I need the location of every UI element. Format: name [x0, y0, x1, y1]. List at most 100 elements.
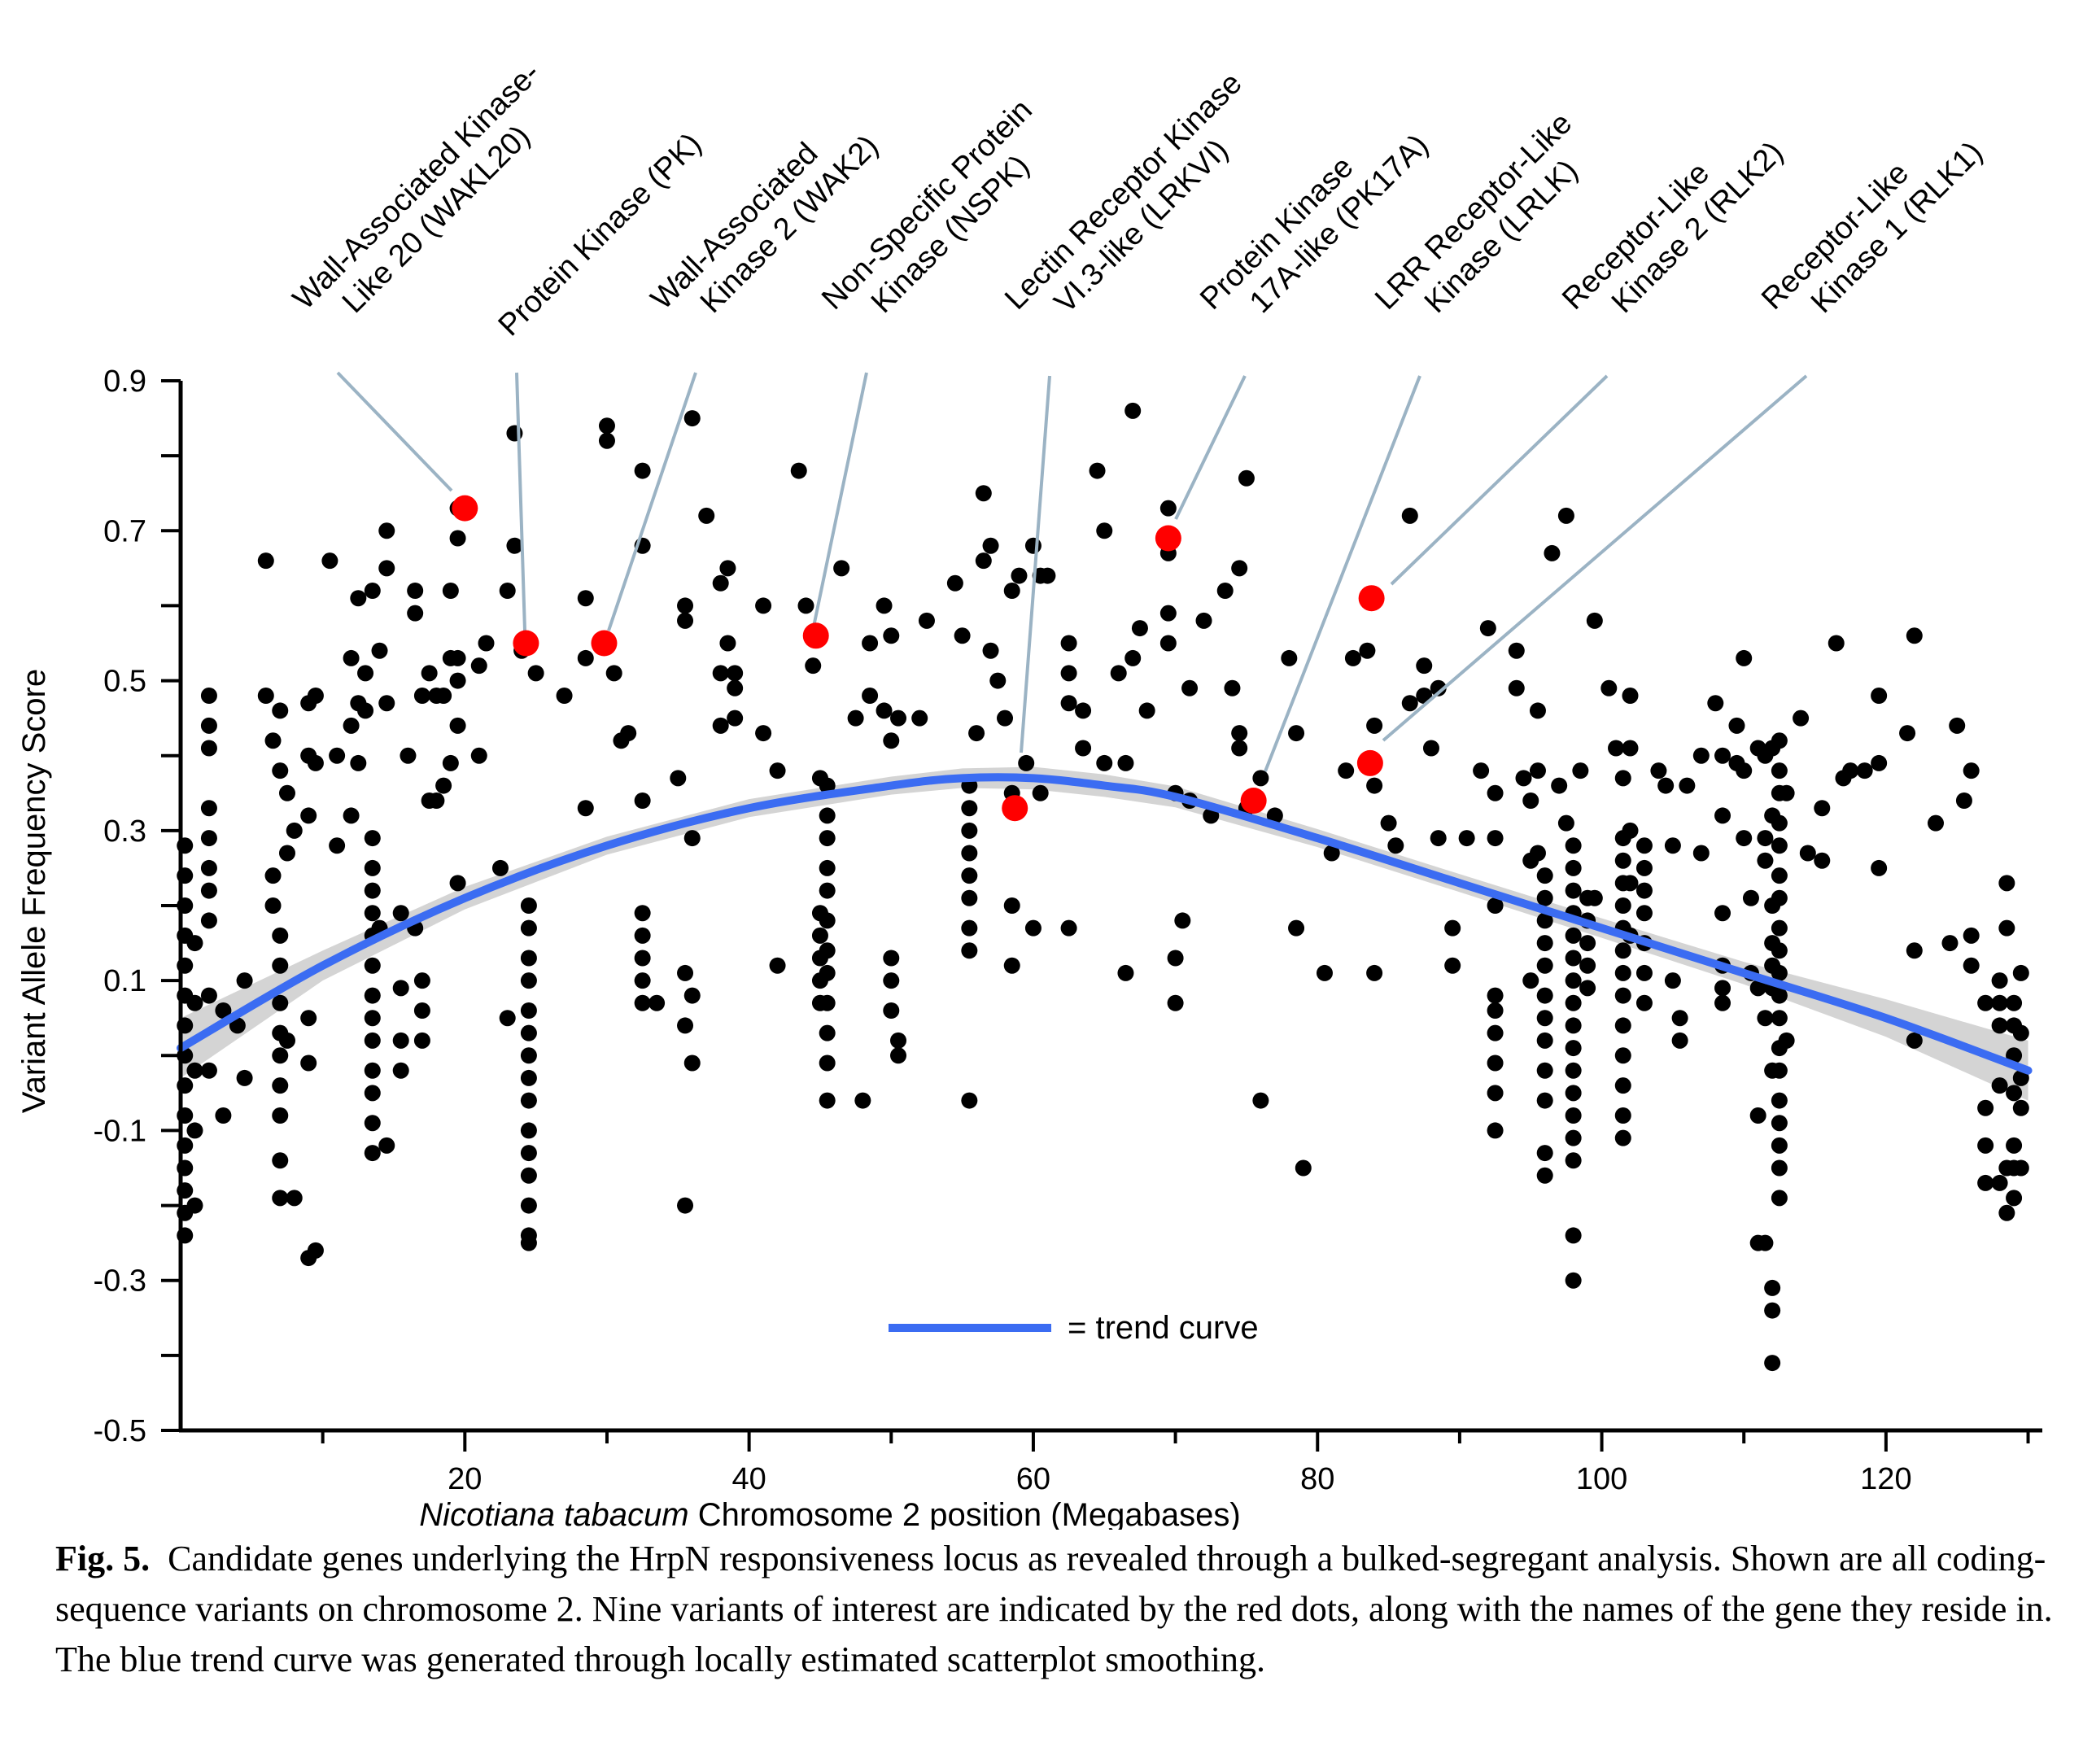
data-point	[1344, 649, 1361, 666]
data-point	[2012, 1159, 2029, 1177]
data-point	[1671, 1032, 1688, 1049]
data-point	[1714, 807, 1731, 824]
highlight-point	[452, 495, 478, 522]
data-point	[1635, 905, 1653, 922]
data-point	[1557, 814, 1574, 832]
data-point	[961, 822, 978, 839]
data-point	[1991, 1017, 2008, 1034]
data-point	[1551, 777, 1568, 794]
data-point	[1871, 688, 1888, 704]
data-point	[1323, 845, 1340, 862]
data-point	[1692, 747, 1710, 764]
data-point	[491, 859, 509, 876]
data-point	[421, 665, 438, 682]
data-point	[677, 964, 694, 981]
data-point	[520, 897, 537, 914]
x-tick-label: 20	[448, 1462, 482, 1496]
data-point	[1508, 642, 1525, 659]
data-point	[1416, 657, 1433, 675]
data-point	[435, 688, 452, 704]
data-point	[1565, 859, 1582, 876]
data-point	[2012, 964, 2029, 981]
data-point	[1586, 889, 1603, 906]
legend: = trend curve	[889, 1310, 1259, 1346]
data-point	[272, 1152, 289, 1169]
data-point	[1018, 754, 1035, 771]
data-point	[1295, 1159, 1312, 1177]
data-point	[1174, 912, 1191, 929]
data-point	[911, 710, 928, 727]
data-point	[890, 1032, 907, 1049]
data-point	[1557, 507, 1574, 524]
data-point	[1536, 1145, 1553, 1162]
data-point	[1444, 957, 1461, 974]
data-point	[1749, 980, 1766, 997]
data-point	[329, 747, 346, 764]
data-point	[364, 1062, 381, 1079]
data-point	[683, 410, 701, 427]
data-point	[1998, 875, 2015, 892]
data-point	[1252, 770, 1269, 787]
data-point	[1771, 1137, 1788, 1154]
data-point	[1565, 1062, 1582, 1079]
data-point	[1216, 583, 1234, 599]
data-point	[712, 574, 729, 592]
data-point	[1714, 994, 1731, 1011]
data-point	[1679, 777, 1696, 794]
data-point	[186, 1197, 203, 1214]
data-point	[506, 537, 523, 554]
caption-text: Candidate genes underlying the HrpN resp…	[55, 1539, 2061, 1679]
data-point	[1159, 605, 1177, 622]
data-point	[413, 1032, 430, 1049]
data-point	[1522, 792, 1539, 809]
data-point	[961, 845, 978, 862]
data-point	[1529, 702, 1546, 719]
data-point	[918, 612, 935, 629]
data-point	[286, 822, 303, 839]
data-point	[364, 957, 381, 974]
x-tick-label: 100	[1576, 1462, 1627, 1496]
data-point	[1117, 754, 1134, 771]
data-point	[847, 710, 864, 727]
data-point	[300, 1010, 317, 1027]
confidence-band-layer	[181, 766, 2028, 1101]
x-axis-title-species: Nicotiana tabacum	[419, 1497, 688, 1530]
data-point	[264, 732, 282, 749]
data-point	[186, 1122, 203, 1139]
data-point	[520, 1197, 537, 1214]
data-point	[257, 552, 274, 570]
data-point	[961, 800, 978, 817]
data-point	[1515, 770, 1532, 787]
data-point	[1075, 740, 1092, 757]
data-point	[556, 688, 573, 704]
data-point	[997, 710, 1014, 727]
data-point	[946, 574, 963, 592]
data-point	[1736, 762, 1753, 779]
trend-curve-layer	[177, 773, 2033, 1075]
data-point	[215, 1107, 232, 1124]
data-point	[1742, 889, 1759, 906]
data-point	[1771, 919, 1788, 937]
data-point	[1977, 1137, 1994, 1154]
highlight-point	[1356, 749, 1383, 776]
data-point	[520, 1069, 537, 1086]
data-point	[186, 994, 203, 1011]
data-point	[200, 717, 217, 734]
data-point	[1771, 1010, 1788, 1027]
data-point	[819, 882, 836, 899]
data-point	[272, 957, 289, 974]
data-point	[1622, 822, 1639, 839]
data-point	[200, 859, 217, 876]
data-point	[1991, 994, 2008, 1011]
data-point	[1565, 1017, 1582, 1034]
data-point	[329, 837, 346, 854]
data-point	[1814, 852, 1831, 869]
highlight-point	[513, 630, 539, 657]
data-point	[364, 1085, 381, 1102]
highlight-point	[1155, 525, 1181, 552]
y-tick-label: -0.3	[94, 1264, 146, 1299]
data-point	[1635, 837, 1653, 854]
data-point	[1771, 1092, 1788, 1109]
data-point	[520, 950, 537, 967]
data-point	[520, 919, 537, 937]
